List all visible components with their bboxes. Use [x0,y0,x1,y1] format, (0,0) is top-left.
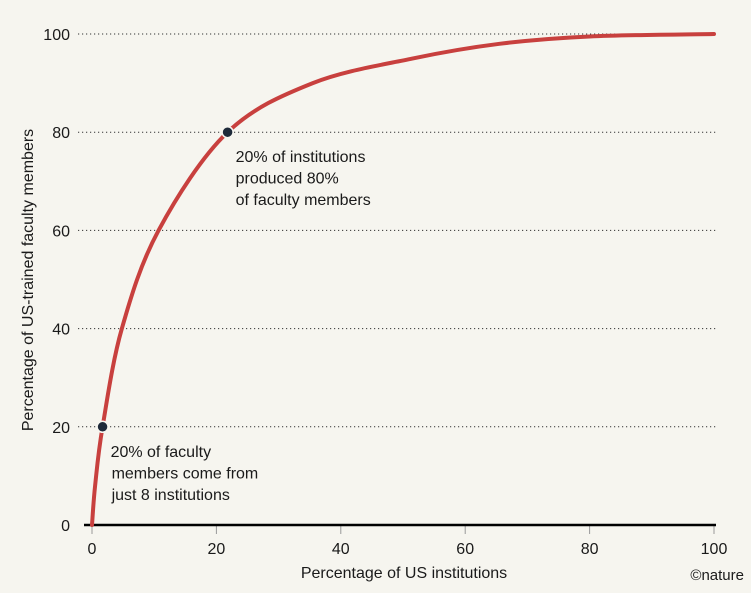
y-tick-labels: 0 20 40 60 80 100 [43,27,70,535]
x-tick-label: 20 [208,541,226,558]
y-tick-label: 40 [52,322,70,339]
x-tick-label: 40 [332,541,350,558]
y-tick-label: 80 [52,125,70,142]
annotation-text: just 8 institutions [111,487,230,504]
y-tick-label: 60 [52,223,70,240]
annotation-text: 20% of faculty [111,444,212,461]
annotation-point [221,125,234,139]
annotation-text: of faculty members [236,192,371,209]
x-tick-label: 100 [701,541,728,558]
y-tick-label: 20 [52,420,70,437]
y-axis-label: Percentage of US-trained faculty members [20,129,37,431]
annotation-text: members come from [112,465,259,482]
x-axis-label: Percentage of US institutions [301,565,507,582]
x-tick-label: 80 [581,541,599,558]
x-tick-label: 60 [456,541,474,558]
annotation-points: 20% of faculty members come from just 8 in… [96,125,371,504]
annotation-text: produced 80% [236,171,339,188]
annotation-text: 20% of institutions [236,149,366,166]
x-tick-labels: 0 20 40 60 80 100 [88,526,728,558]
y-tick-label: 0 [61,518,70,535]
gridlines [78,33,716,428]
nature-credit: ©nature [690,567,744,584]
x-tick-label: 0 [88,541,97,558]
annotation-point [96,420,109,434]
y-tick-label: 100 [43,27,70,44]
